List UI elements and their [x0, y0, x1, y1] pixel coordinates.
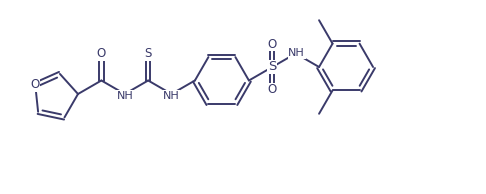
Text: NH: NH: [116, 91, 133, 101]
Text: NH: NH: [163, 91, 180, 101]
Text: O: O: [31, 78, 40, 91]
Text: S: S: [268, 61, 277, 74]
Text: S: S: [144, 47, 152, 60]
Text: O: O: [268, 38, 277, 51]
Text: O: O: [268, 83, 277, 96]
Text: O: O: [97, 47, 106, 60]
Text: NH: NH: [288, 48, 305, 59]
